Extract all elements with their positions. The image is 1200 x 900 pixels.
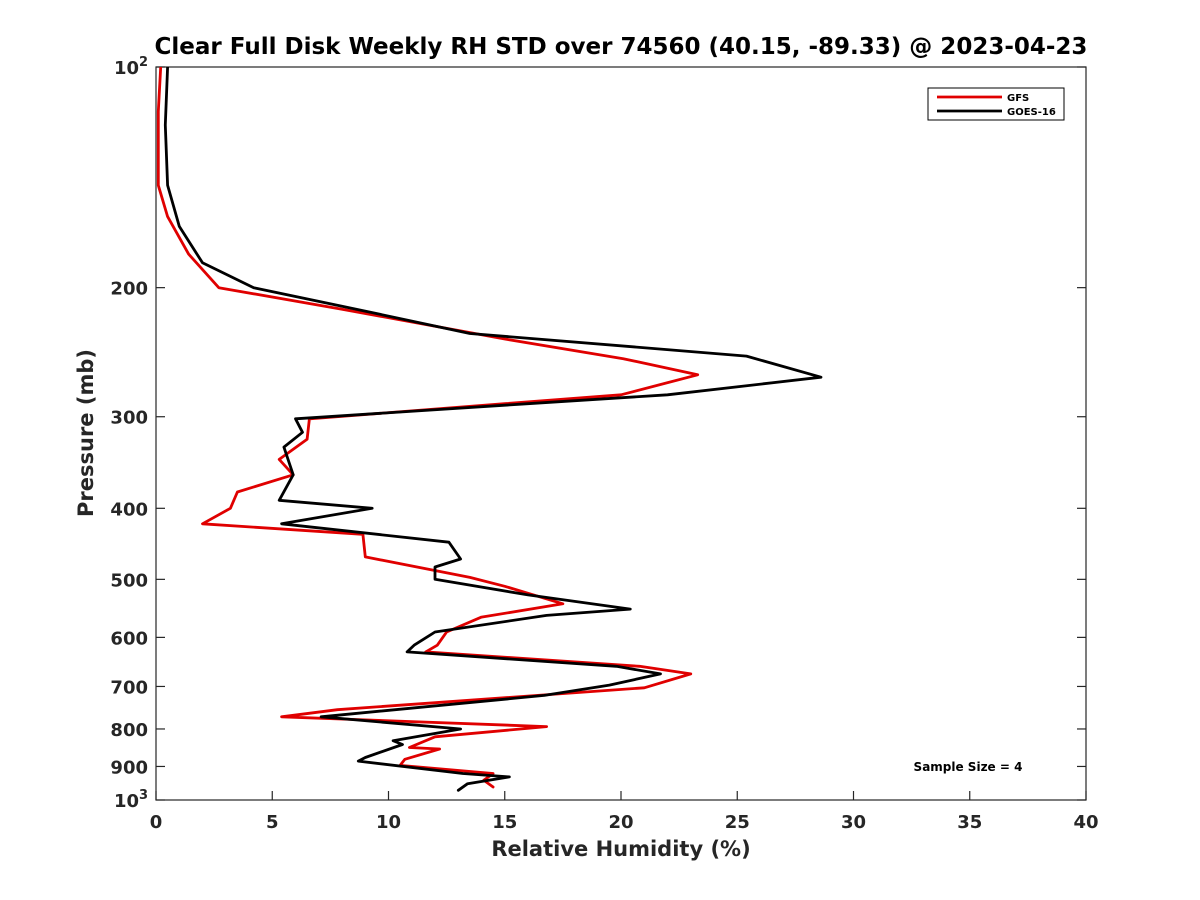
y-tick-label: 600	[110, 628, 148, 649]
y-tick-exponent: 3	[139, 788, 148, 803]
series-line-goes-16	[163, 67, 823, 792]
y-tick-label: 800	[110, 720, 148, 741]
x-tick-label: 35	[957, 812, 982, 833]
y-tick-label: 10	[114, 791, 139, 812]
y-tick-label: 900	[110, 757, 148, 778]
plot-area	[155, 66, 1087, 801]
x-axis: 0 5 10 15 20 25 30 35 40	[150, 791, 1099, 833]
legend: GFS GOES-16	[927, 87, 1065, 121]
y-tick-exponent: 2	[139, 55, 148, 70]
sample-size-annotation: Sample Size = 4	[914, 760, 1023, 774]
x-tick-label: 40	[1073, 812, 1098, 833]
x-tick-label: 0	[150, 812, 163, 833]
x-tick-label: 30	[841, 812, 866, 833]
legend-box	[927, 87, 1065, 121]
x-tick-label: 15	[492, 812, 517, 833]
legend-entry-label: GOES-16	[1007, 107, 1056, 118]
y-tick-label: 300	[110, 408, 148, 429]
legend-entry-label: GFS	[1007, 93, 1029, 104]
y-tick-label: 400	[110, 499, 148, 520]
x-tick-label: 10	[376, 812, 401, 833]
y-tick-label: 10	[114, 58, 139, 79]
y-tick-label: 200	[110, 279, 148, 300]
x-tick-label: 20	[608, 812, 633, 833]
x-tick-label: 25	[725, 812, 750, 833]
chart-title: Clear Full Disk Weekly RH STD over 74560…	[155, 34, 1088, 60]
y-tick-label: 700	[110, 677, 148, 698]
x-tick-label: 5	[266, 812, 279, 833]
series-layer	[156, 67, 823, 792]
y-axis-label: Pressure (mb)	[74, 349, 98, 517]
y-tick-label: 500	[110, 570, 148, 591]
x-axis-label: Relative Humidity (%)	[491, 837, 750, 861]
